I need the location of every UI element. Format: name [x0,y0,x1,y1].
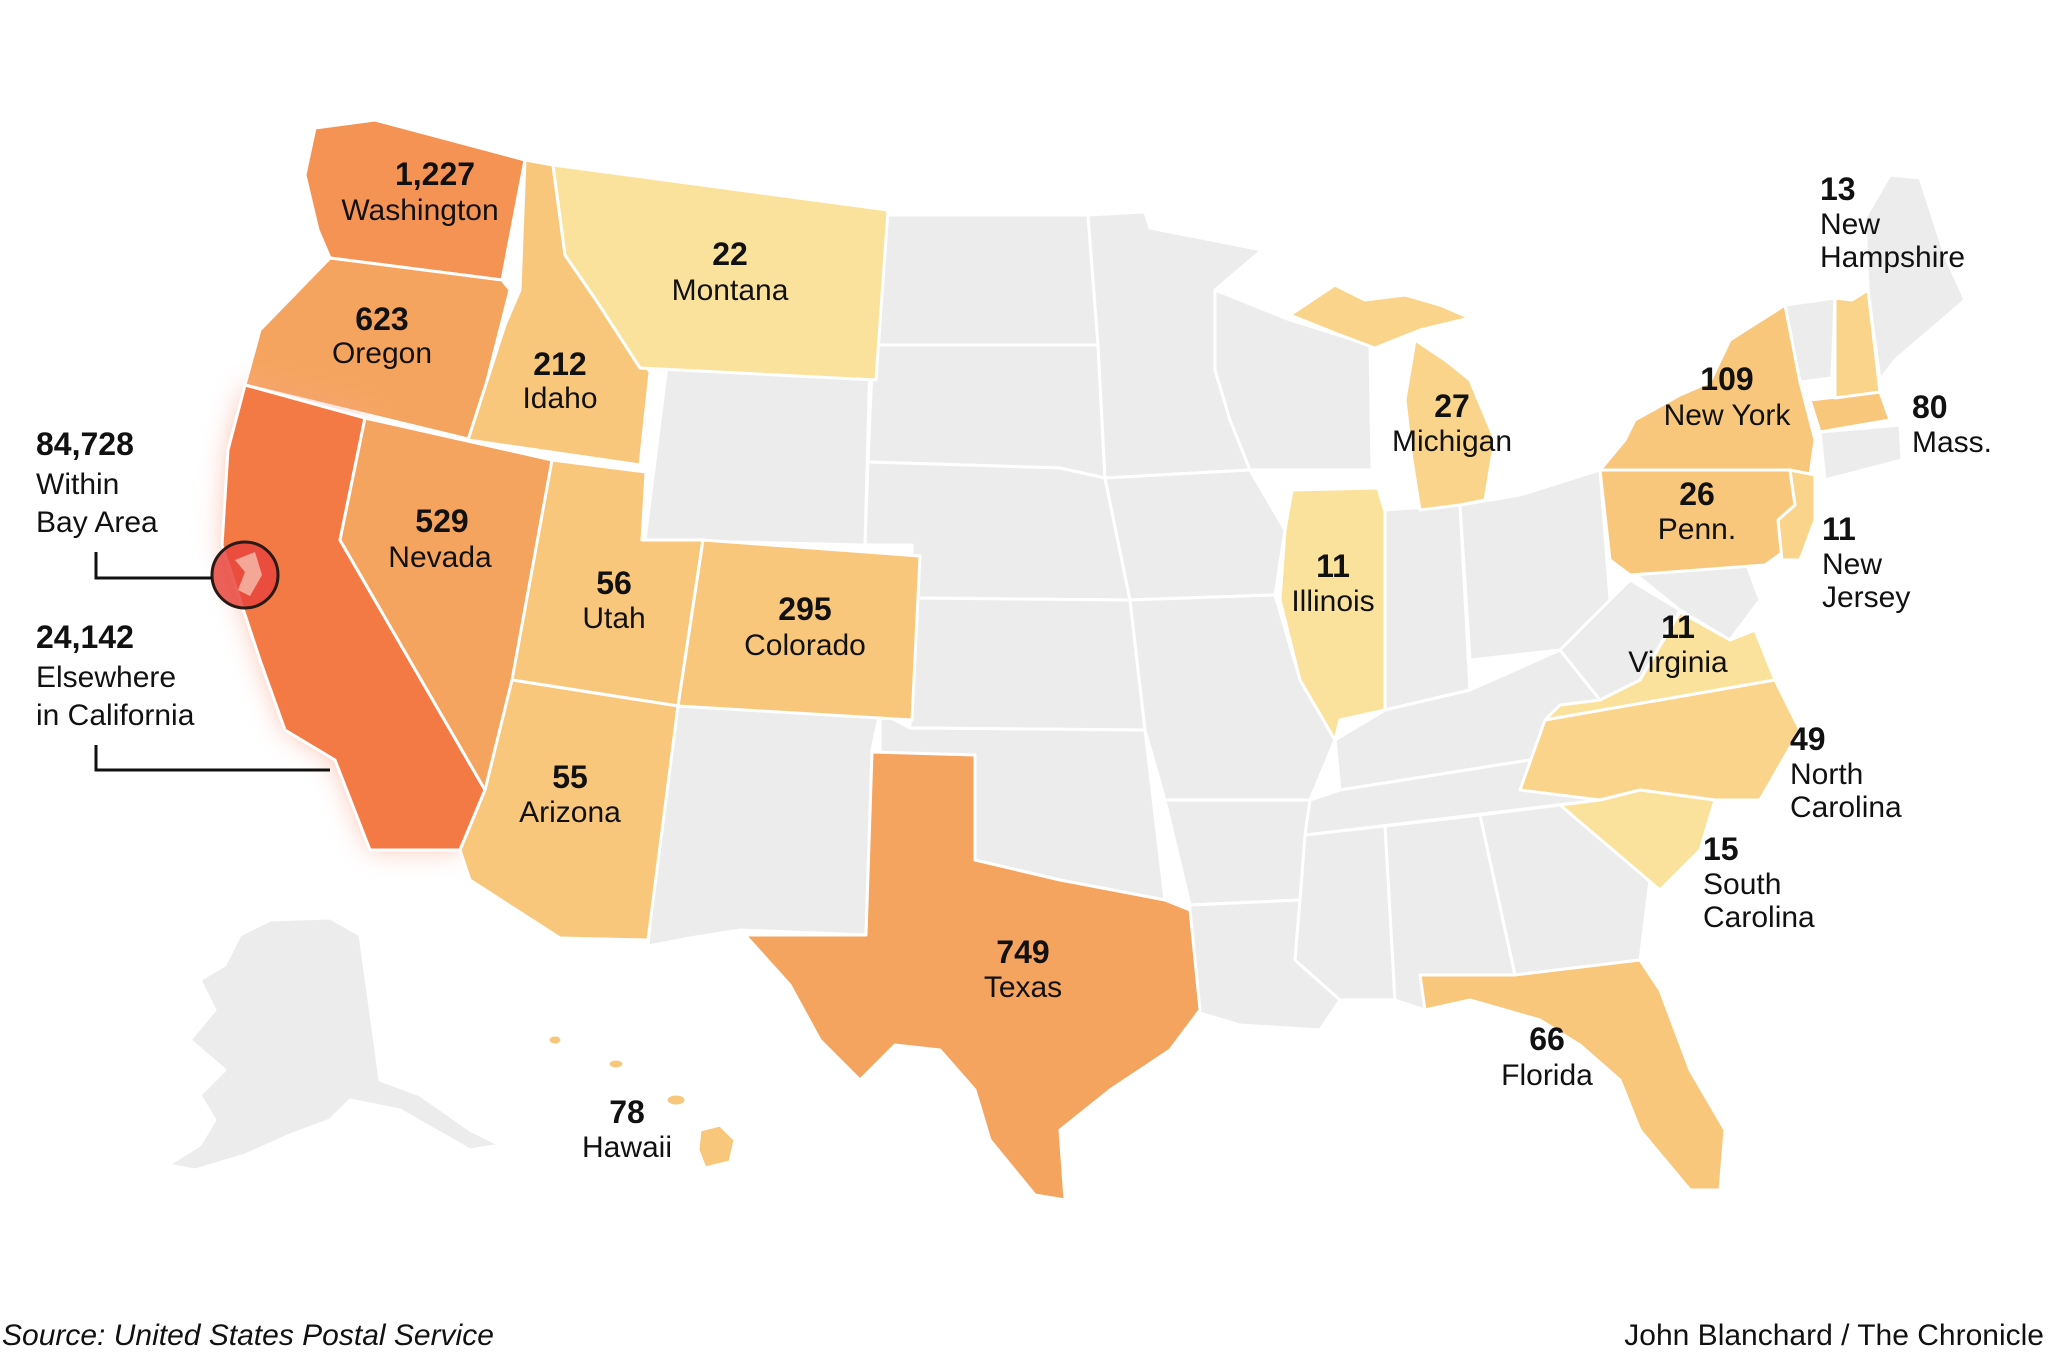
state-mississippi [1293,824,1397,1002]
state-michigan-lp [1403,338,1497,512]
state-colorado [676,538,922,722]
state-south-carolina [1558,788,1717,892]
arizona-value: 55 [552,759,588,795]
new-hampshire-name2: Hampshire [1820,241,1965,274]
north-carolina-value: 49 [1790,721,1826,757]
elsewhere-leader-line [94,745,330,772]
bay-area-marker [94,540,330,772]
state-iowa [1103,468,1287,602]
elsewhere-value: 24,142 [36,619,134,655]
state-north-dakota [873,213,1100,347]
michigan-name: Michigan [1392,425,1512,458]
utah-name: Utah [582,602,645,635]
virginia-name: Virginia [1628,646,1728,679]
idaho-name: Idaho [522,382,597,415]
montana-name: Montana [672,274,789,307]
state-florida [1418,958,1727,1192]
state-arkansas [1163,798,1312,907]
new-hampshire-value: 13 [1820,171,1856,207]
new-jersey-value: 11 [1822,511,1856,547]
state-connecticut-ri [1818,423,1904,482]
state-montana [551,163,890,382]
colorado-value: 295 [778,591,831,627]
hawaii-name: Hawaii [582,1131,672,1164]
state-wisconsin [1213,288,1374,472]
state-south-dakota [866,343,1107,480]
state-arizona [458,678,680,942]
new-york-name: New York [1664,399,1792,432]
illinois-name: Illinois [1291,585,1374,618]
oregon-name: Oregon [332,337,432,370]
state-indiana [1381,503,1472,712]
bay-area-shape [235,552,262,596]
florida-value: 66 [1529,1021,1565,1057]
texas-name: Texas [984,971,1062,1004]
state-missouri [1128,593,1337,802]
state-maine [1863,173,1967,382]
state-hawaii-oahu [606,1057,626,1071]
elsewhere-line1: Elsewhere [36,661,176,694]
illinois-value: 11 [1316,548,1350,584]
utah-value: 56 [596,565,632,601]
arizona-name: Arizona [519,796,621,829]
state-wyoming [643,356,872,547]
hawaii-value: 78 [609,1094,645,1130]
state-new-jersey [1776,468,1817,562]
bay-area-line2: Bay Area [36,506,158,539]
florida-name: Florida [1501,1059,1593,1092]
washington-name: Washington [341,194,498,227]
bay-area-line1: Within [36,468,119,501]
penn-value: 26 [1679,476,1715,512]
north-carolina-name2: Carolina [1790,791,1902,824]
state-illinois [1278,486,1387,742]
washington-value: 1,227 [395,156,475,192]
state-hawaii-maui [664,1092,688,1108]
virginia-value: 11 [1661,609,1695,645]
new-hampshire-name1: New [1820,208,1880,241]
colorado-name: Colorado [744,629,866,662]
elsewhere-line2: in California [36,699,195,732]
state-texas [743,750,1202,1202]
new-york-value: 109 [1700,361,1753,397]
state-new-hampshire [1833,288,1882,400]
new-jersey-name2: Jersey [1822,581,1910,614]
labels: 84,728 Within Bay Area 24,142 Elsewhere … [36,156,1992,1164]
state-michigan-up [1288,283,1472,350]
new-jersey-name1: New [1822,548,1882,581]
credit-line: John Blanchard / The Chronicle [1624,1319,2044,1352]
idaho-value: 212 [533,346,586,382]
mass-value: 80 [1912,389,1948,425]
mass-name: Mass. [1912,426,1992,459]
texas-value: 749 [996,934,1049,970]
state-hawaii-big [696,1123,737,1170]
nevada-name: Nevada [388,541,492,574]
state-georgia [1478,803,1652,977]
nodata-states [166,173,1967,1172]
state-hawaii-kauai [546,1033,564,1047]
source-note: Source: United States Postal Service [2,1319,494,1352]
south-carolina-name1: South [1703,868,1781,901]
bay-area-leader-line [94,552,212,580]
michigan-value: 27 [1434,388,1470,424]
bay-area-value: 84,728 [36,426,134,462]
state-alaska [166,916,502,1172]
nevada-value: 529 [415,503,468,539]
south-carolina-value: 15 [1703,831,1739,867]
south-carolina-name2: Carolina [1703,901,1815,934]
montana-value: 22 [712,236,748,272]
oregon-value: 623 [355,301,408,337]
penn-name: Penn. [1658,513,1736,546]
state-kansas [908,596,1147,732]
data-states [220,118,1892,1202]
state-new-mexico [646,703,882,948]
north-carolina-name1: North [1790,758,1863,791]
